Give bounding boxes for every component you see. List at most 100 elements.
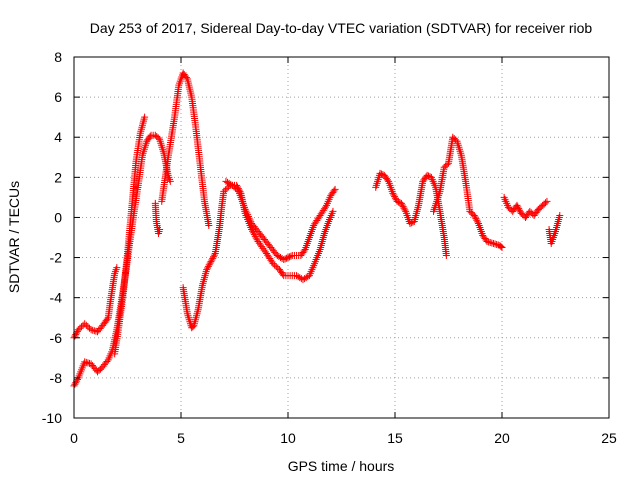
data-point: [189, 323, 197, 331]
y-tick-label: -6: [50, 330, 63, 346]
data-point: [84, 359, 92, 367]
data-point: [272, 263, 280, 271]
x-tick-label: 25: [601, 430, 617, 446]
data-point: [206, 259, 214, 267]
data-point: [391, 194, 399, 202]
data-point: [397, 199, 405, 207]
data-point: [284, 254, 292, 262]
data-point: [90, 327, 98, 335]
data-point: [542, 199, 550, 207]
x-tick-label: 15: [387, 430, 403, 446]
data-point: [73, 375, 81, 383]
data-point: [515, 205, 523, 213]
data-point: [242, 207, 250, 215]
data-point: [223, 184, 231, 192]
data-point: [204, 262, 212, 270]
data-point: [245, 214, 253, 222]
data-point: [488, 239, 496, 247]
y-axis-label: SDTVAR / TECUs: [6, 181, 22, 293]
data-point: [472, 215, 480, 223]
data-point: [471, 213, 479, 221]
data-point: [486, 239, 494, 247]
chart-title: Day 253 of 2017, Sidereal Day-to-day VTE…: [90, 20, 593, 36]
data-point: [156, 225, 164, 233]
data-point: [232, 184, 240, 192]
data-point: [425, 172, 433, 180]
data-series-track-c: [111, 113, 149, 358]
data-point: [280, 256, 288, 264]
data-point: [331, 185, 339, 193]
y-tick-label: 0: [54, 209, 62, 225]
data-point: [241, 205, 249, 213]
data-point: [71, 380, 79, 388]
data-point: [146, 133, 154, 141]
data-point: [389, 189, 397, 197]
data-point: [269, 260, 277, 268]
data-series-track-f: [179, 181, 337, 332]
y-tick-label: 4: [54, 129, 62, 145]
data-point: [300, 247, 308, 255]
data-point: [376, 169, 384, 177]
data-point: [474, 218, 482, 226]
data-point: [220, 187, 228, 195]
data-point: [390, 191, 398, 199]
data-point: [72, 331, 80, 339]
data-series-track-e: [158, 69, 213, 229]
data-point: [103, 315, 111, 323]
data-series-track-j: [500, 193, 551, 221]
x-tick-label: 10: [280, 430, 296, 446]
data-point: [84, 323, 92, 331]
data-point: [182, 74, 190, 82]
data-point: [407, 219, 415, 227]
data-point: [72, 379, 80, 387]
data-point: [87, 326, 95, 334]
data-point: [485, 238, 493, 246]
data-series-track-a: [70, 131, 174, 390]
data-point: [384, 176, 392, 184]
data-point: [279, 270, 287, 278]
data-point: [491, 240, 499, 248]
data-point: [395, 198, 403, 206]
data-point: [228, 181, 236, 189]
y-tick-label: 6: [54, 89, 62, 105]
data-point: [246, 216, 254, 224]
x-tick-label: 20: [494, 430, 510, 446]
grid-lines: [74, 57, 609, 418]
data-point: [497, 243, 505, 251]
data-point: [271, 261, 279, 269]
data-point: [203, 266, 211, 274]
y-tick-label: -10: [42, 410, 62, 426]
x-axis-label: GPS time / hours: [288, 458, 395, 474]
data-point: [543, 197, 551, 205]
data-point: [210, 253, 218, 261]
x-tick-label: 0: [70, 430, 78, 446]
y-tick-label: 2: [54, 169, 62, 185]
data-point: [283, 254, 291, 262]
data-point: [470, 211, 478, 219]
data-point: [207, 258, 215, 266]
x-tick-label: 5: [177, 430, 185, 446]
data-point: [516, 206, 524, 214]
data-point: [221, 186, 229, 194]
data-point: [89, 326, 97, 334]
data-point: [393, 197, 401, 205]
plot-frame: [73, 56, 610, 419]
data-point: [76, 324, 84, 332]
data-point: [391, 193, 399, 201]
data-series-track-b: [70, 264, 121, 342]
y-tick-label: 8: [54, 49, 62, 65]
data-point: [74, 326, 82, 334]
data-series-track-d: [151, 199, 164, 237]
data-point: [230, 183, 238, 191]
data-point: [489, 240, 497, 248]
data-point: [442, 252, 450, 260]
data-point: [81, 358, 89, 366]
data-point: [81, 320, 89, 328]
data-point: [556, 211, 564, 219]
data-point: [443, 161, 451, 169]
data-point: [493, 241, 501, 249]
data-point: [82, 358, 90, 366]
data-point: [399, 203, 407, 211]
data-point: [330, 187, 338, 195]
data-point: [281, 255, 289, 263]
